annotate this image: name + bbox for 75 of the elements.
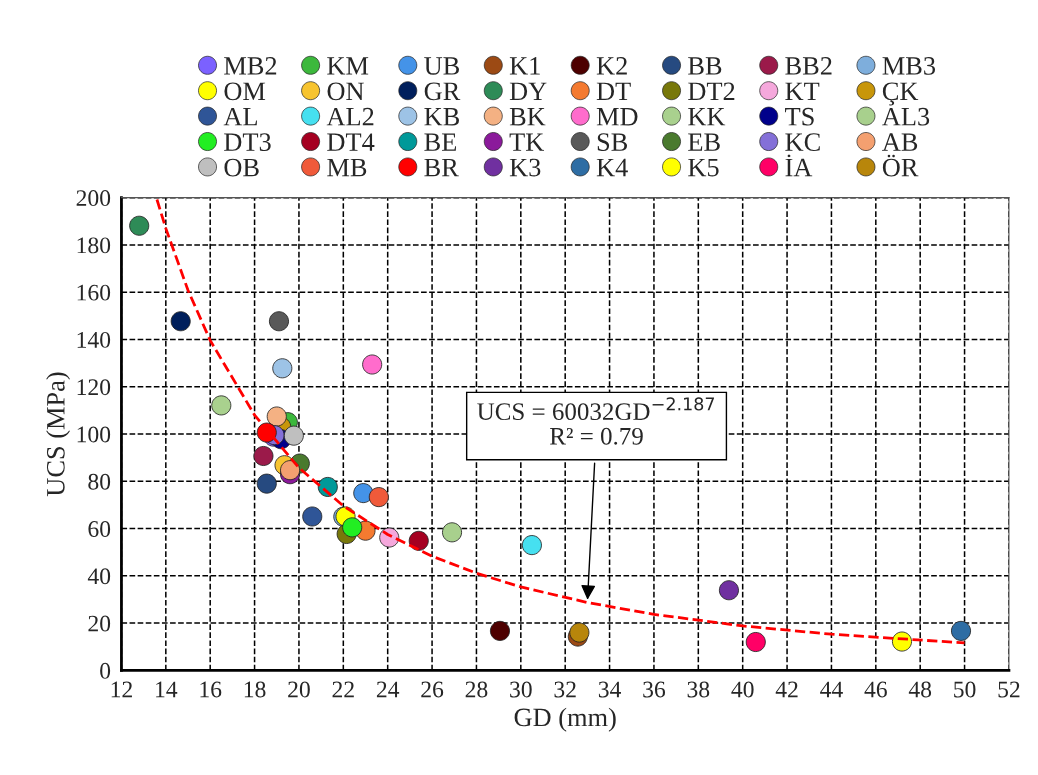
x-tick-label: 40 [731,681,754,698]
legend-label: KK [688,108,726,126]
x-tick-label: 28 [465,681,488,698]
x-tick-label: 14 [156,681,178,698]
legend-label: OM [224,82,266,101]
legend-label: KT [785,82,820,100]
legend-label: AL2 [326,107,374,126]
legend-label: KB [424,108,459,126]
legend-label: BR [424,158,459,177]
x-tick-label: 32 [554,681,576,698]
y-tick-label: 160 [77,284,111,301]
x-tick-label: 34 [598,681,621,698]
legend-label: İA [785,154,813,177]
y-tick-label: 140 [77,331,111,348]
legend-label: TK [509,133,545,151]
legend-label: BB [688,57,722,75]
legend-label: K5 [688,158,719,177]
x-tick-label: 26 [421,681,444,698]
legend-label: EB [688,133,720,151]
y-tick-label: 120 [77,379,111,396]
legend-label: K4 [596,158,628,177]
legend-label: KM [327,57,369,75]
legend-label: GR [424,82,461,101]
y-tick-label: 20 [88,615,111,632]
legend-label: BB2 [785,57,832,75]
legend-label: SB [597,133,628,152]
x-tick-label: 18 [244,681,266,698]
legend-label: MB2 [224,57,277,75]
legend-label: MD [596,108,638,126]
legend-label: UB [424,57,459,75]
x-tick-label: 22 [332,681,354,698]
y-tick-label: 60 [88,521,111,537]
x-tick-label: 12 [111,681,132,698]
legend-label: DT [596,82,631,100]
y-tick-label: 80 [88,473,111,490]
x-tick-label: 24 [376,681,400,698]
y-axis-title: UCS (MPa) [46,372,71,497]
legend-label: OB [224,158,259,177]
legend-label: K3 [509,158,541,177]
legend-label: AL [223,107,257,126]
x-axis-title: GD (mm) [514,707,616,732]
legend-label: TS [785,107,814,126]
legend-label: DT3 [224,133,271,152]
y-tick-label: 40 [87,568,111,585]
legend-label: DT4 [327,133,375,151]
x-tick-label: 36 [643,681,666,698]
x-tick-label: 38 [687,681,710,698]
x-tick-label: 52 [998,681,1020,698]
legend-label: AL3 [882,107,930,126]
x-tick-label: 20 [288,681,310,698]
legend-label: ÇK [882,82,919,106]
legend-label: K1 [509,57,540,75]
legend-label: MB [327,158,367,177]
x-tick-label: 42 [775,681,798,698]
legend-label: BK [509,108,546,126]
x-tick-label: 16 [200,681,222,698]
legend-label: ÖR [882,154,919,177]
y-tick-label: 100 [77,426,111,443]
x-tick-label: 50 [954,681,976,698]
legend-label: MB3 [882,57,936,75]
y-tick-label: 180 [77,237,111,254]
legend-label: BE [424,133,457,151]
legend-label: ON [327,82,364,101]
legend-label: KC [785,133,820,152]
legend-label: K2 [596,57,627,75]
x-tick-label: 44 [820,681,843,698]
y-tick-label: 0 [100,662,111,679]
x-tick-label: 48 [908,681,932,698]
x-tick-label: 46 [864,681,887,698]
legend-label: DT2 [688,82,735,100]
x-tick-label: 30 [510,681,532,698]
legend-label: DY [509,82,547,100]
y-tick-label: 200 [76,190,111,207]
legend-label: AB [882,133,918,151]
annotation: UCS = 60032GD$^{−2.187}$ R² = 0.79 [477,397,715,445]
